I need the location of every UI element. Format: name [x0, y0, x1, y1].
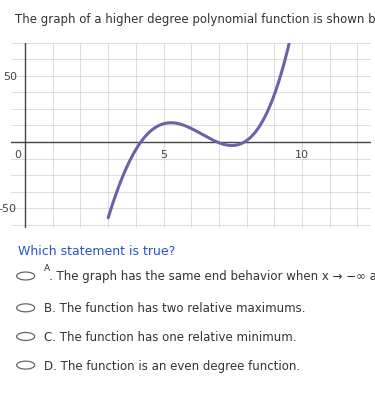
Text: -50: -50	[0, 204, 17, 214]
Text: The graph of a higher degree polynomial function is shown below.: The graph of a higher degree polynomial …	[15, 13, 375, 26]
Text: A: A	[44, 263, 50, 272]
Text: C. The function has one relative minimum.: C. The function has one relative minimum…	[44, 330, 296, 343]
Text: 50: 50	[3, 72, 17, 82]
Text: 5: 5	[160, 150, 167, 160]
Text: D. The function is an even degree function.: D. The function is an even degree functi…	[44, 359, 300, 372]
Text: 0: 0	[14, 150, 21, 160]
Text: . The graph has the same end behavior when x → −∞ and when x → ∞.: . The graph has the same end behavior wh…	[49, 270, 375, 283]
Text: Which statement is true?: Which statement is true?	[18, 245, 176, 257]
Text: 10: 10	[295, 150, 309, 160]
Text: B. The function has two relative maximums.: B. The function has two relative maximum…	[44, 302, 305, 314]
